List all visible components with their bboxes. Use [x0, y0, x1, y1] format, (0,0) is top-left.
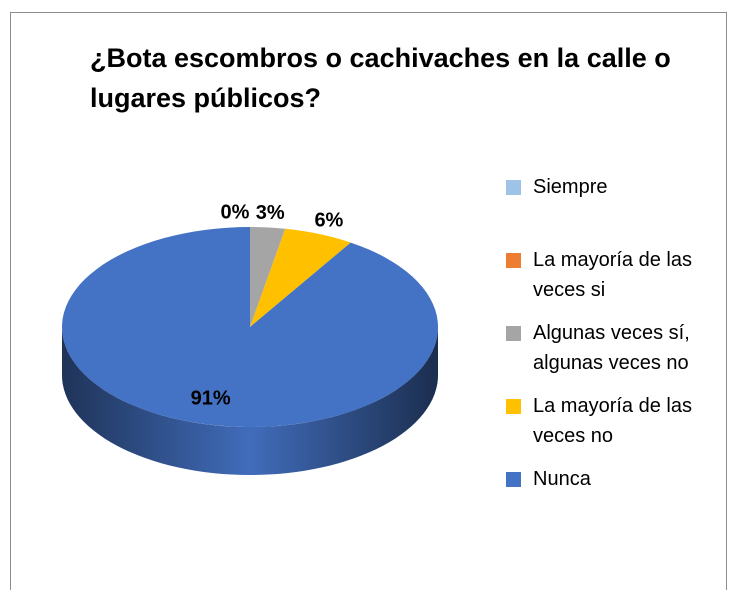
chart-title: ¿Bota escombros o cachivaches en la call… [90, 43, 671, 113]
legend-label: La mayoría de las veces no [533, 395, 692, 447]
legend-swatch [506, 180, 521, 195]
legend-item: Algunas veces sí, algunas veces no [506, 318, 721, 391]
pie-slice [61, 227, 438, 427]
legend: Siempre La mayoría de las veces si Algunas… [506, 172, 721, 537]
pie-slice [250, 228, 351, 327]
legend-item: La mayoría de las veces no [506, 391, 721, 464]
pie-side-shade [62, 327, 438, 475]
pie-slice [250, 227, 286, 327]
data-label: 0% [221, 201, 250, 223]
legend-label: Nunca [533, 468, 591, 490]
legend-swatch [506, 326, 521, 341]
legend-label: Algunas veces sí, algunas veces no [533, 322, 690, 374]
data-label: 3% [256, 202, 285, 224]
chart-border [10, 12, 727, 590]
legend-item: Siempre [506, 172, 721, 245]
data-label: 91% [191, 387, 231, 409]
legend-item: Nunca [506, 464, 721, 537]
legend-label: La mayoría de las veces si [533, 249, 692, 301]
legend-swatch [506, 399, 521, 414]
legend-swatch [506, 472, 521, 487]
legend-swatch [506, 253, 521, 268]
legend-item: La mayoría de las veces si [506, 245, 721, 318]
legend-label: Siempre [533, 176, 608, 198]
data-label: 6% [314, 209, 343, 231]
